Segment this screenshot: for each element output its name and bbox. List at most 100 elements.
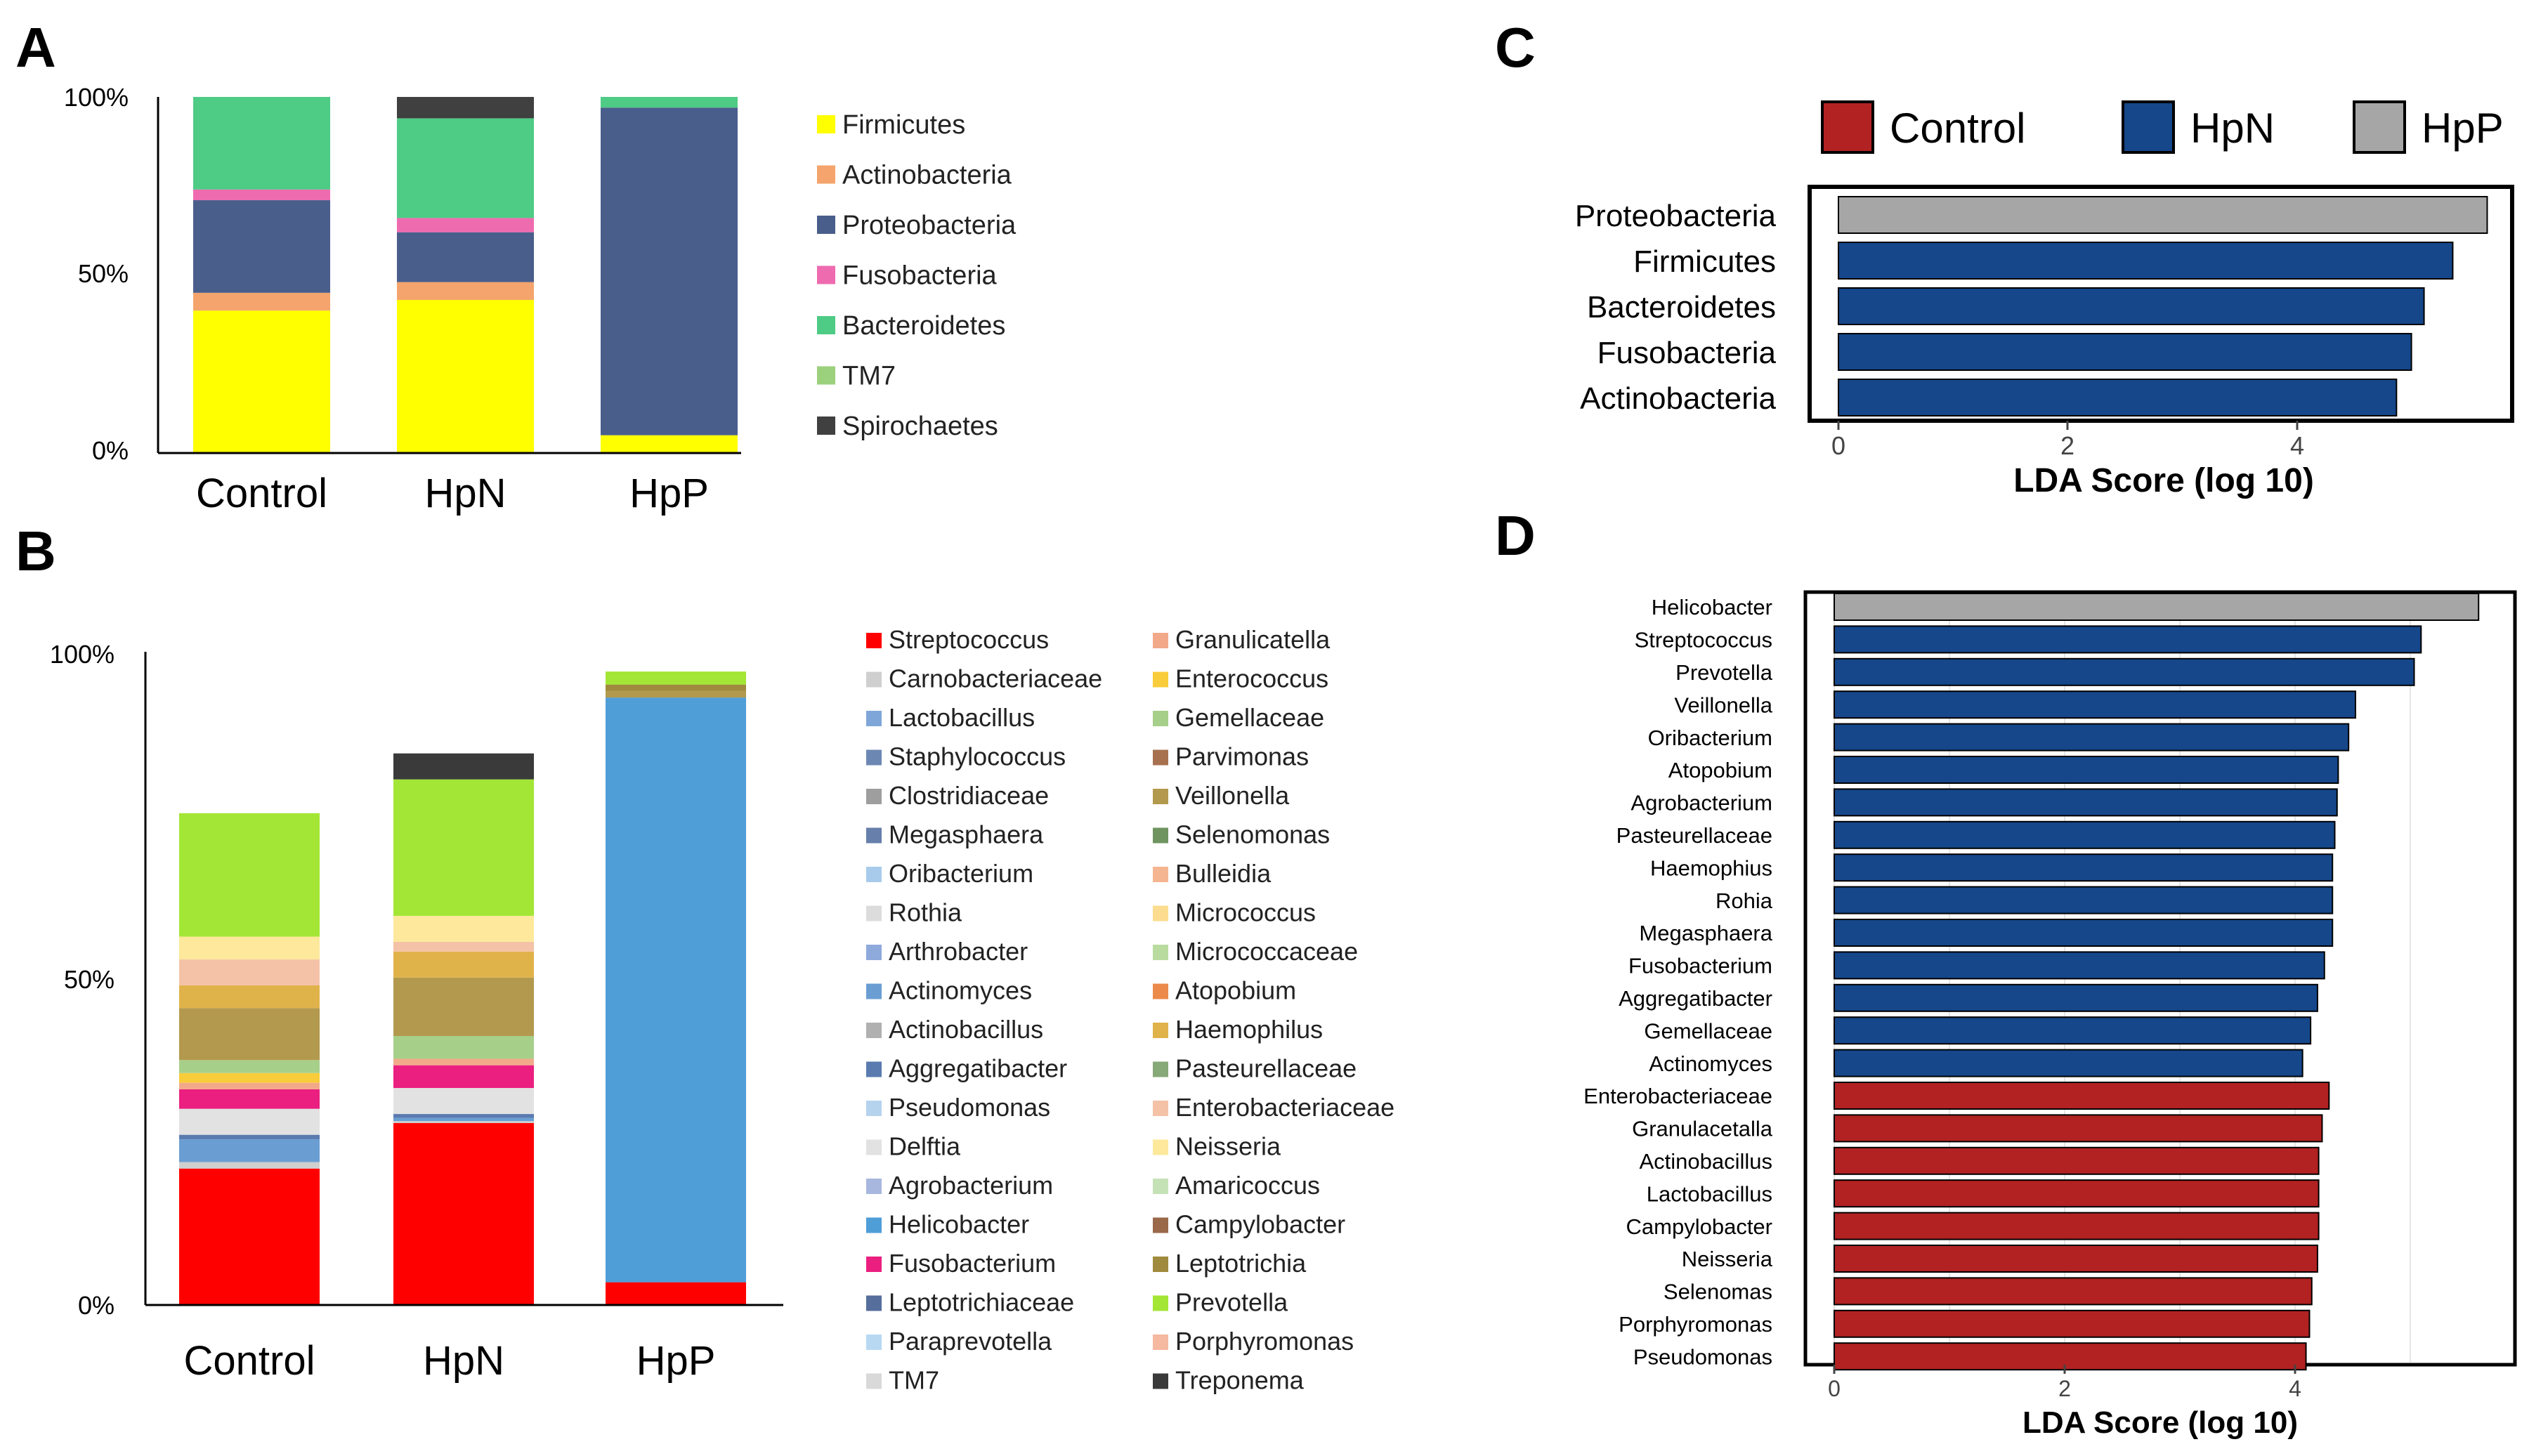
panel-label-d: D [1495,504,1536,567]
lda-bar-lactobacillus [1834,1179,2320,1208]
legend-label-firmicutes: Firmicutes [842,110,965,140]
legend-swatch-enterobacteriaceae [1153,1101,1168,1116]
chart-d-x-tick: 2 [2058,1376,2071,1401]
bar-segment-fusobacterium [393,1065,534,1089]
legend-swatch-porphyromonas [1153,1334,1168,1350]
bar-segment-treponema [393,753,534,780]
chart-c-legend: Control HpN HpP [1821,100,2504,154]
x-tick-label-control: Control [184,1338,315,1384]
x-tick-label-hpn: HpN [423,1338,504,1384]
legend-swatch-haemophilus [1153,1023,1168,1038]
lda-label-actinobacillus: Actinobacillus [1639,1149,1772,1174]
chart-c-x-ticks [1837,421,2299,430]
lda-label-fusobacteria: Fusobacteria [1597,336,1777,370]
legend-label-veillonella: Veillonella [1175,781,1290,810]
legend-swatch-staphylococcus [866,749,882,766]
legend-swatch-carnobacteriaceae [866,671,882,688]
lda-bar-selenomas [1834,1277,2313,1306]
legend-label-hpp: HpP [2422,105,2504,152]
legend-label-enterococcus: Enterococcus [1175,664,1328,693]
bar-segment-spirochaetes [397,97,534,119]
chart-c-bars: Proteobacteria Firmicutes Bacteroidetes Fus… [1575,196,2488,417]
legend-swatch-micrococcaceae [1153,945,1168,960]
lda-bar-granulacetalla [1834,1114,2323,1143]
bar-segment-streptococcus [393,1123,534,1305]
bar-segment-bacteroidetes [601,97,738,108]
lda-label-atopobium: Atopobium [1668,758,1772,782]
legend-swatch-tm7 [817,366,835,385]
legend-swatch-leptotrichia [1153,1257,1168,1272]
legend-swatch-neisseria [1153,1139,1168,1155]
lda-label-proteobacteria: Proteobacteria [1575,199,1777,233]
lda-label-firmicutes: Firmicutes [1633,244,1776,279]
legend-swatch-leptotrichiaceae [866,1295,882,1311]
lda-label-bacteroidetes: Bacteroidetes [1587,290,1776,324]
lda-label-helicobacter: Helicobacter [1652,595,1772,619]
chart-a-legend: Firmicutes Actinobacteria Proteobacteria Fu… [817,110,1017,441]
legend-swatch-granulicatella [1153,633,1168,648]
lda-label-porphyromonas: Porphyromonas [1619,1312,1772,1337]
legend-swatch-fusobacterium [866,1257,882,1272]
legend-swatch-hpn [2122,100,2175,154]
bar-segment-proteobacteria [193,200,330,293]
legend-swatch-oribacterium [866,867,882,882]
lda-label-veillonella: Veillonella [1674,693,1772,717]
legend-label-arthrobacter: Arthrobacter [889,937,1028,966]
legend-label-neisseria: Neisseria [1175,1132,1281,1161]
lda-bar-bacteroidetes [1838,287,2425,325]
legend-label-rothia: Rothia [889,898,962,927]
bar-segment-firmicutes [397,299,534,453]
chart-a-bars [193,97,738,453]
legend-swatch-aggregatibacter [866,1061,882,1077]
legend-label-leptotrichia: Leptotrichia [1175,1249,1307,1278]
chart-c-x-tick: 4 [2290,431,2304,460]
legend-label-bulleidia: Bulleidia [1175,859,1272,888]
legend-label-porphyromonas: Porphyromonas [1175,1327,1354,1356]
bar-segment-delftia [393,1088,534,1115]
legend-swatch-fusobacteria [817,265,835,284]
legend-label-staphylococcus: Staphylococcus [889,742,1066,771]
bar-segment-prevotella [606,671,746,685]
lda-bar-campylobacter [1834,1212,2320,1240]
lda-label-gemellaceae: Gemellaceae [1644,1018,1772,1043]
x-tick-label-hpn: HpN [424,471,506,516]
bar-segment-granulicatella [179,1082,320,1089]
chart-d-x-tick: 0 [1828,1376,1841,1401]
legend-swatch-micrococcus [1153,905,1168,922]
legend-label-gemellaceae: Gemellaceae [1175,703,1324,732]
lda-bar-haemophius [1834,853,2334,882]
legend-label-actinobacillus: Actinobacillus [889,1015,1043,1044]
legend-swatch-paraprevotella [866,1334,882,1350]
legend-label-actinobacteria: Actinobacteria [842,161,1012,190]
lda-bar-streptococcus [1834,625,2422,654]
legend-label-agrobacterium: Agrobacterium [889,1171,1053,1200]
legend-label-actinomyces: Actinomyces [889,976,1032,1005]
legend-label-granulicatella: Granulicatella [1175,625,1331,654]
legend-swatch-campylobacter [1153,1217,1168,1233]
lda-label-megasphaera: Megasphaera [1639,921,1772,945]
lda-bar-firmicutes [1838,242,2454,280]
legend-swatch-enterococcus [1153,671,1168,688]
lda-label-rohia: Rohia [1716,888,1773,913]
lda-label-streptococcus: Streptococcus [1635,628,1772,652]
legend-label-lactobacillus: Lactobacillus [889,703,1035,732]
lda-label-lactobacillus: Lactobacillus [1647,1181,1772,1206]
chart-b-y-tick: 0% [78,1291,115,1320]
chart-b-y-tick: 50% [64,965,115,994]
bar-segment-streptococcus [606,1282,746,1305]
legend-label-hpn: HpN [2190,105,2275,152]
panel-label-b: B [15,520,56,582]
bar-segment-actinobacteria [193,292,330,311]
legend-swatch-tm7 [866,1373,882,1389]
lda-bar-rohia [1834,886,2334,914]
bar-segment-gemellaceae [393,1036,534,1059]
bar-segment-enterobacteriaceae [179,959,320,985]
legend-swatch-pasteurellaceae [1153,1061,1168,1077]
lda-bar-oribacterium [1834,723,2350,752]
lda-label-granulacetalla: Granulacetalla [1632,1117,1773,1141]
lda-bar-porphyromonas [1834,1309,2311,1338]
bar-segment-veillonella [606,690,746,698]
bar-segment-actinobacteria [397,282,534,300]
legend-label-oribacterium: Oribacterium [889,859,1033,888]
